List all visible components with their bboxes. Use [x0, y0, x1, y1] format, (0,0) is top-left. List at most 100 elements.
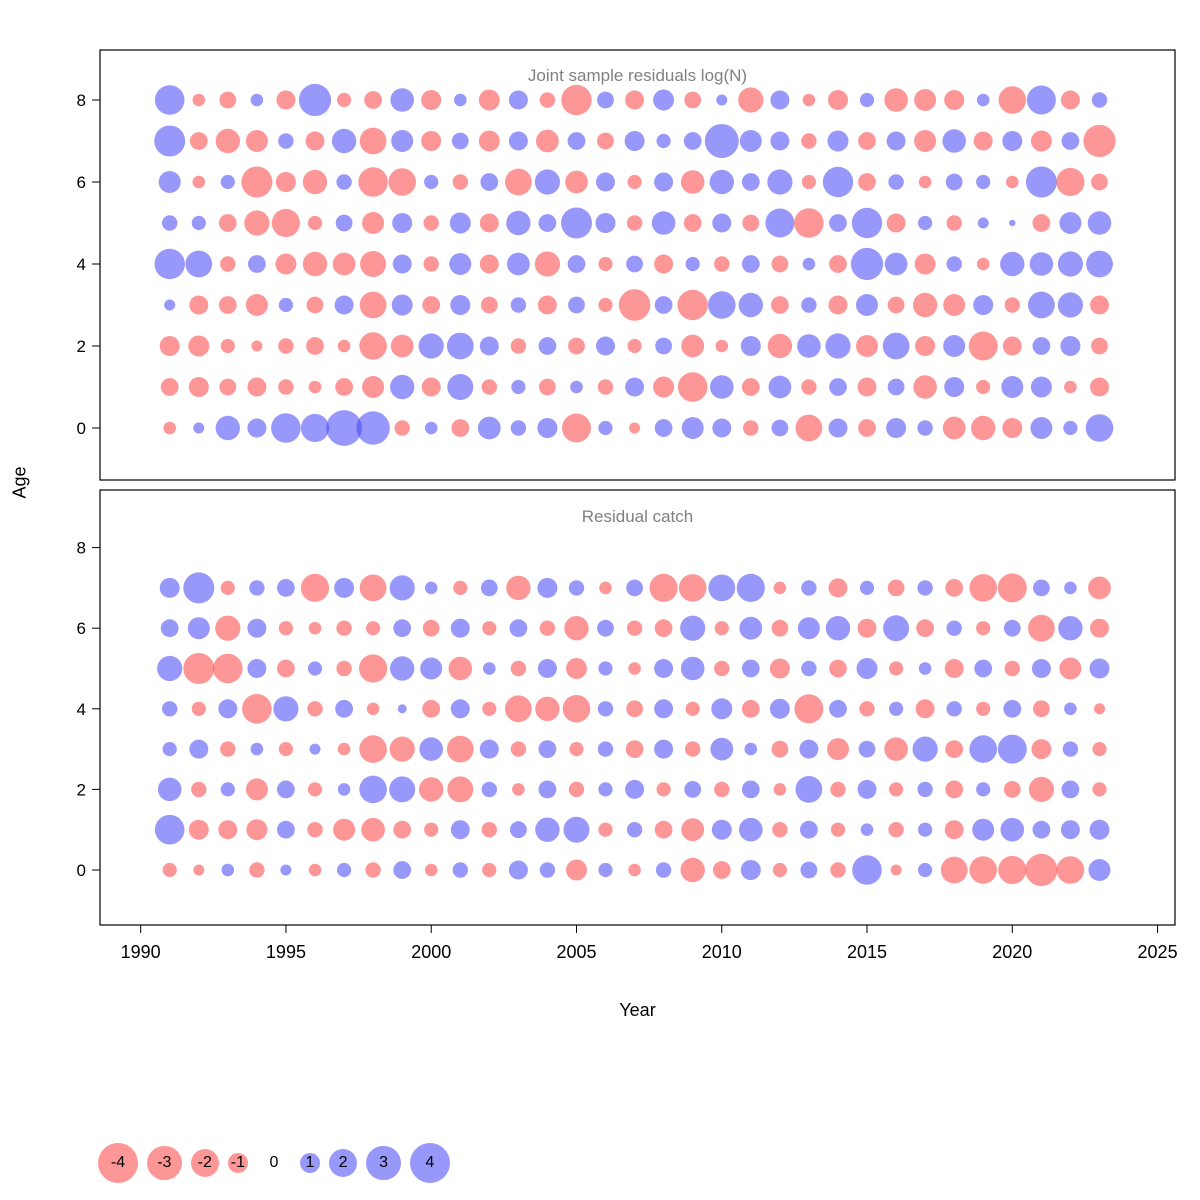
residual-bubble [683, 214, 702, 232]
residual-bubble [333, 818, 356, 841]
residual-bubble [335, 699, 353, 718]
residual-bubble [539, 620, 556, 636]
residual-bubble [973, 131, 993, 151]
residual-bubble [245, 778, 268, 801]
residual-bubble [537, 418, 558, 438]
residual-bubble [362, 212, 385, 234]
residual-bubble [220, 174, 235, 190]
residual-bubble [192, 93, 206, 107]
residual-bubble [191, 701, 206, 716]
residual-bubble [394, 420, 410, 436]
residual-bubble [220, 338, 235, 354]
residual-bubble [739, 616, 763, 640]
residual-bubble [390, 374, 415, 400]
residual-bubble [946, 256, 962, 272]
residual-bubble [741, 659, 760, 678]
residual-bubble [889, 701, 904, 716]
residual-bubble [157, 655, 183, 682]
residual-bubble [681, 417, 704, 439]
residual-bubble [277, 659, 295, 678]
residual-bubble [483, 662, 496, 675]
residual-bubble [335, 214, 353, 232]
residual-bubble [452, 862, 468, 878]
residual-bubble [829, 699, 847, 718]
x-tick-label: 2005 [556, 942, 596, 962]
residual-bubble [480, 173, 499, 191]
residual-bubble [769, 698, 790, 719]
residual-bubble [1091, 173, 1108, 191]
residual-bubble [884, 252, 908, 276]
residual-bubble [189, 739, 209, 759]
residual-bubble [539, 92, 556, 108]
residual-bubble [366, 702, 380, 716]
residual-bubble [506, 210, 531, 236]
y-tick-label: 6 [77, 619, 86, 638]
residual-bubble [512, 783, 525, 796]
residual-bubble [800, 820, 818, 839]
residual-bubble [337, 742, 351, 756]
residual-bubble [653, 89, 675, 111]
residual-bubble [1092, 782, 1107, 797]
residual-bubble [884, 88, 908, 112]
residual-bubble [596, 336, 615, 356]
residual-bubble [944, 377, 965, 397]
residual-bubble [193, 422, 205, 434]
residual-bubble [154, 248, 185, 280]
residual-bubble [655, 862, 672, 878]
residual-bubble [358, 167, 388, 197]
residual-bubble [680, 656, 705, 681]
legend-bubble: -2 [190, 1148, 219, 1178]
residual-bubble [801, 297, 817, 313]
residual-bubble [678, 574, 707, 602]
residual-bubble [858, 132, 876, 150]
residual-bubble [162, 862, 177, 878]
residual-bubble [625, 740, 644, 758]
residual-bubble [507, 252, 530, 276]
residual-bubble [278, 297, 293, 313]
residual-bubble [859, 580, 875, 596]
residual-bubble [971, 415, 996, 441]
y-tick-label: 4 [77, 255, 86, 274]
residual-bubble [1033, 700, 1050, 718]
residual-bubble [829, 214, 847, 232]
residual-bubble [534, 251, 561, 277]
residual-bubble [332, 252, 356, 276]
x-tick-label: 2025 [1138, 942, 1178, 962]
residual-bubble [626, 579, 643, 597]
residual-bubble [596, 172, 615, 192]
residual-bubble [626, 700, 643, 718]
residual-bubble [390, 88, 415, 112]
residual-bubble [801, 174, 817, 190]
residual-bubble [628, 863, 641, 877]
residual-bubble [1059, 212, 1082, 234]
residual-bubble [677, 372, 708, 402]
residual-bubble [1031, 739, 1052, 760]
residual-bubble [769, 658, 790, 679]
residual-bubble [419, 737, 444, 761]
residual-bubble [770, 131, 790, 151]
residual-bubble [680, 170, 705, 194]
residual-bubble [944, 659, 964, 678]
residual-bubble [479, 254, 499, 274]
residual-bubble [1031, 659, 1051, 678]
residual-bubble [886, 213, 906, 233]
residual-bubble [510, 821, 527, 839]
residual-bubble [825, 333, 851, 359]
residual-bubble [359, 735, 387, 763]
residual-bubble [359, 775, 387, 804]
residual-bubble [1030, 376, 1052, 398]
residual-bubble [1032, 337, 1051, 355]
residual-bubble [886, 418, 907, 438]
residual-bubble [308, 621, 322, 635]
residual-bubble [1088, 859, 1111, 881]
residual-bubble [508, 90, 528, 110]
panel-border [99, 49, 1176, 481]
residual-bubble [914, 89, 937, 111]
x-tick-label: 2015 [847, 942, 887, 962]
residual-bubble [337, 92, 352, 108]
residual-bubble [1091, 337, 1108, 355]
residual-bubble [537, 577, 558, 598]
residual-bubble [390, 656, 415, 681]
residual-bubble [307, 782, 323, 797]
residual-bubble [801, 660, 817, 677]
